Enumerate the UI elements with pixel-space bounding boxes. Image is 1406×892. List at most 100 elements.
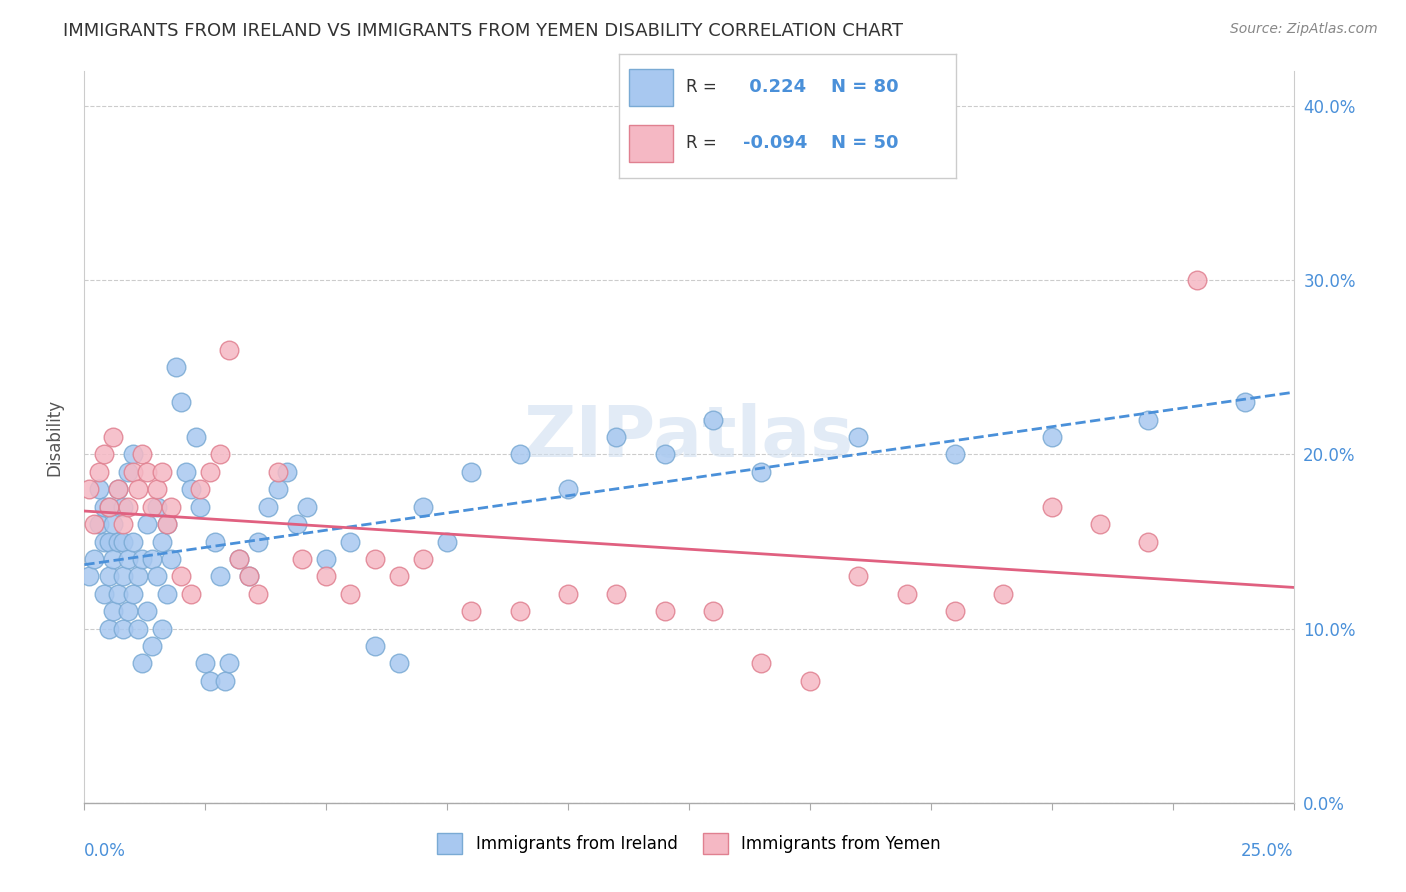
Point [131, 552, 153, 566]
Point [131, 448, 153, 462]
Point [412, 500, 434, 514]
Point [77, 569, 100, 583]
Point [93, 448, 115, 462]
Point [1137, 534, 1160, 549]
Point [204, 534, 226, 549]
Point [117, 500, 139, 514]
FancyBboxPatch shape [628, 125, 672, 162]
Point [214, 673, 236, 688]
Point [155, 517, 177, 532]
Point [267, 465, 290, 479]
Point [97, 569, 120, 583]
Y-axis label: Disability: Disability [45, 399, 63, 475]
Point [112, 569, 135, 583]
Point [112, 500, 135, 514]
Point [127, 483, 149, 497]
Legend: Immigrants from Ireland, Immigrants from Yemen: Immigrants from Ireland, Immigrants from… [430, 827, 948, 860]
Point [238, 569, 260, 583]
Point [460, 604, 482, 618]
Point [83, 517, 105, 532]
Point [412, 552, 434, 566]
Point [103, 517, 125, 532]
Text: Source: ZipAtlas.com: Source: ZipAtlas.com [1230, 22, 1378, 37]
Point [146, 500, 169, 514]
Point [136, 604, 159, 618]
Point [127, 569, 149, 583]
Point [174, 465, 197, 479]
Point [1040, 500, 1063, 514]
Point [160, 552, 183, 566]
Point [170, 569, 193, 583]
Point [654, 604, 676, 618]
Point [702, 412, 724, 426]
Point [198, 465, 221, 479]
Point [93, 587, 115, 601]
Text: R =: R = [686, 78, 717, 96]
Point [605, 430, 627, 444]
Point [339, 587, 361, 601]
Point [702, 604, 724, 618]
Point [107, 587, 129, 601]
Point [112, 517, 135, 532]
Point [315, 569, 337, 583]
Point [150, 534, 173, 549]
Point [557, 587, 579, 601]
Point [436, 534, 458, 549]
Point [121, 534, 143, 549]
Point [509, 604, 531, 618]
Point [97, 500, 120, 514]
Point [208, 569, 231, 583]
Point [993, 587, 1015, 601]
Point [846, 569, 869, 583]
Point [339, 534, 361, 549]
Point [87, 483, 110, 497]
Text: N = 50: N = 50 [831, 135, 898, 153]
Point [228, 552, 250, 566]
Text: -0.094: -0.094 [744, 135, 808, 153]
Point [257, 500, 280, 514]
Point [943, 604, 966, 618]
Point [131, 657, 153, 671]
Point [141, 500, 163, 514]
Point [388, 569, 411, 583]
Point [107, 534, 129, 549]
Point [180, 483, 202, 497]
Point [247, 587, 270, 601]
Point [363, 552, 385, 566]
Point [218, 657, 240, 671]
Text: R =: R = [686, 135, 717, 153]
Text: ZIPatlas: ZIPatlas [524, 402, 853, 472]
Point [846, 430, 869, 444]
Point [180, 587, 202, 601]
Point [799, 673, 821, 688]
Point [295, 500, 318, 514]
Point [1185, 273, 1208, 287]
Point [121, 587, 143, 601]
Point [170, 395, 193, 409]
Point [150, 622, 173, 636]
Point [87, 517, 110, 532]
Point [117, 552, 139, 566]
Point [77, 483, 100, 497]
Point [160, 500, 183, 514]
Point [1088, 517, 1111, 532]
Point [136, 517, 159, 532]
Point [208, 448, 231, 462]
Point [238, 569, 260, 583]
Point [198, 673, 221, 688]
Point [103, 430, 125, 444]
Point [97, 534, 120, 549]
Point [121, 465, 143, 479]
Point [896, 587, 918, 601]
Point [112, 622, 135, 636]
Point [141, 639, 163, 653]
Point [190, 500, 212, 514]
Point [267, 483, 290, 497]
Text: 25.0%: 25.0% [1241, 842, 1294, 860]
Point [291, 552, 314, 566]
Text: N = 80: N = 80 [831, 78, 898, 96]
Point [107, 483, 129, 497]
Point [218, 343, 240, 357]
Point [194, 657, 217, 671]
Point [87, 465, 110, 479]
